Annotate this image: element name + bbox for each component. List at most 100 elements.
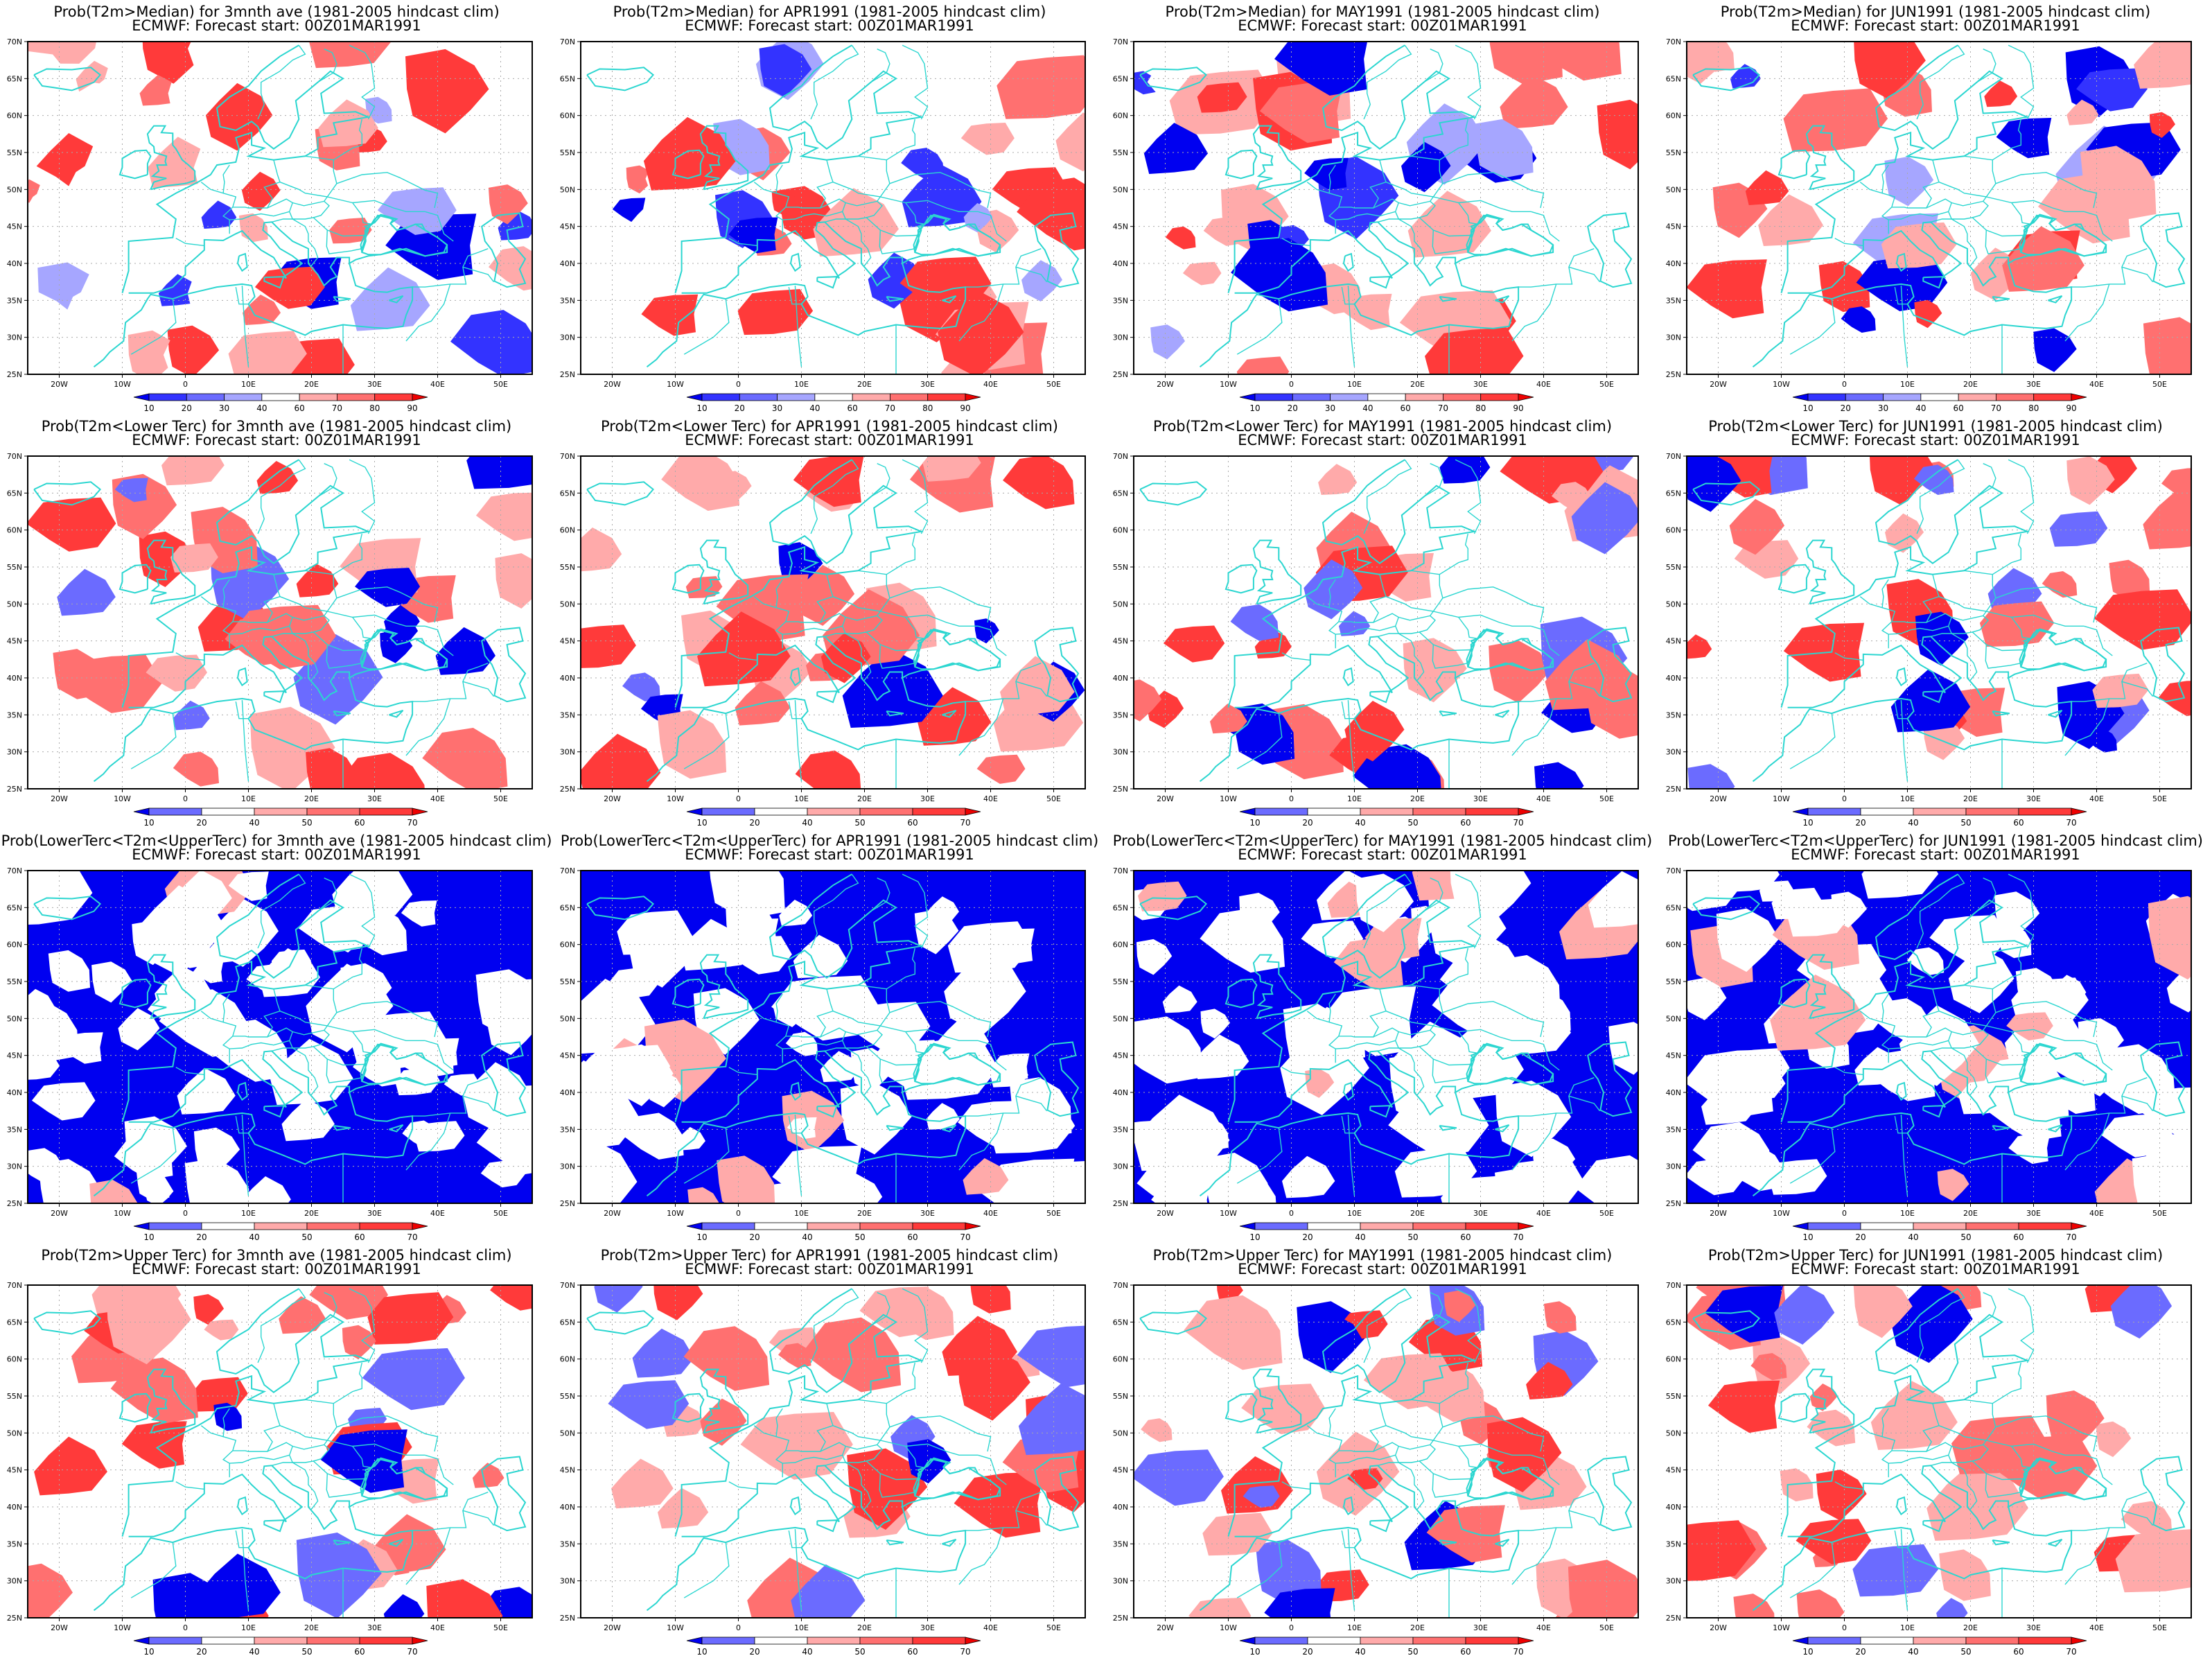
lat-tick-label: 70N [1666, 1282, 1681, 1290]
probability-area [139, 75, 172, 106]
probability-area [2066, 456, 2115, 505]
lat-tick-label: 40N [7, 1503, 22, 1512]
colorbar-swatch [1807, 1222, 1861, 1230]
colorbar-label: 70 [1513, 1232, 1523, 1242]
colorbar-swatch [1254, 393, 1293, 401]
probability-area [2143, 317, 2191, 374]
colorbar-label: 30 [219, 403, 229, 413]
probability-area [148, 137, 201, 189]
lat-tick-label: 25N [560, 1199, 575, 1208]
map-subtitle: ECMWF: Forecast start: 00Z01MAR1991 [132, 846, 421, 863]
probability-area [229, 604, 336, 670]
lat-tick-label: 65N [560, 489, 575, 498]
probability-area [198, 1553, 281, 1618]
lat-tick-label: 30N [7, 1162, 22, 1171]
lat-tick-label: 35N [560, 1125, 575, 1134]
lat-tick-label: 30N [1666, 748, 1681, 757]
probability-area [173, 700, 210, 731]
lon-tick-label: 10W [1773, 380, 1790, 389]
probability-area [661, 456, 740, 511]
lat-tick-label: 70N [1113, 1282, 1128, 1290]
probability-area [899, 256, 992, 312]
lon-tick-label: 10E [1347, 380, 1362, 389]
probability-area [626, 165, 649, 194]
probability-area [1687, 764, 1735, 789]
lon-tick-label: 20E [857, 794, 872, 803]
lat-tick-label: 45N [7, 637, 22, 646]
colorbar-swatch [1807, 1637, 1861, 1645]
colorbar-swatch [1860, 1222, 1914, 1230]
lat-tick-label: 45N [1113, 637, 1128, 646]
map-title: Prob(LowerTerc<T2m<UpperTerc) for 3mnth … [1, 832, 552, 849]
lat-tick-label: 55N [1113, 977, 1128, 986]
lat-tick-label: 45N [560, 1051, 575, 1061]
lat-tick-label: 65N [560, 903, 575, 912]
probability-map: 25N 30N 35N 40N 45N 50N 55N 60N 65N 70N 20W 10W 0 10E… [1113, 1282, 1639, 1632]
probability-area [2109, 559, 2150, 601]
lon-tick-label: 10W [667, 794, 684, 803]
colorbar-swatch [1367, 393, 1406, 401]
probability-area [2080, 146, 2157, 222]
lon-tick-label: 0 [736, 794, 741, 803]
colorbar-legend: 10 20 30 40 60 70 80 90 [133, 393, 428, 413]
probability-area [1987, 568, 2042, 611]
probability-area [1264, 1588, 1335, 1618]
colorbar-legend: 10 20 40 50 60 70 [1239, 1637, 1534, 1657]
probability-area [1936, 1598, 1968, 1618]
lat-tick-label: 60N [560, 1355, 575, 1364]
colorbar-label: 10 [143, 1232, 154, 1242]
probability-area [146, 654, 207, 692]
probability-area [901, 148, 945, 180]
colorbar-label: 60 [354, 818, 365, 828]
probability-area [1915, 611, 1969, 666]
lon-tick-label: 20E [1410, 1209, 1425, 1218]
probability-area [791, 1564, 866, 1618]
map-title: Prob(T2m>Upper Terc) for JUN1991 (1981-2… [1708, 1247, 2163, 1264]
lat-tick-label: 35N [7, 296, 22, 305]
probability-area [28, 497, 116, 552]
lon-tick-label: 10W [1220, 1623, 1237, 1632]
probability-area [426, 1579, 503, 1618]
probability-area [1450, 871, 1531, 927]
colorbar-swatch [1860, 808, 1914, 816]
lon-tick-label: 40E [983, 1209, 998, 1218]
colorbar-swatch [306, 808, 360, 816]
lon-tick-label: 30E [2026, 1623, 2041, 1632]
lon-tick-label: 20W [604, 1209, 621, 1218]
probability-area [2046, 1076, 2096, 1114]
lon-tick-label: 30E [1473, 380, 1488, 389]
probability-area [53, 649, 104, 699]
probability-area [450, 310, 532, 374]
probability-area [489, 246, 532, 291]
probability-area [1163, 625, 1225, 663]
probability-area [1724, 1146, 1784, 1192]
probability-area [1495, 1167, 1563, 1203]
probability-area [581, 1135, 638, 1203]
lon-tick-label: 10W [1220, 1209, 1237, 1218]
map-title: Prob(T2m>Upper Terc) for MAY1991 (1981-2… [1152, 1247, 1613, 1264]
map-frame [580, 1284, 1086, 1618]
colorbar-swatch [201, 808, 255, 816]
lon-tick-label: 0 [1289, 1623, 1294, 1632]
lat-tick-label: 50N [560, 1014, 575, 1023]
lat-tick-label: 25N [7, 785, 22, 794]
lat-tick-label: 55N [560, 148, 575, 157]
probability-area [740, 1412, 853, 1480]
lon-tick-label: 30E [367, 1623, 382, 1632]
lon-tick-label: 40E [2089, 1209, 2104, 1218]
colorbar-swatch [148, 808, 202, 816]
lat-tick-label: 30N [560, 1162, 575, 1171]
lat-tick-label: 60N [560, 112, 575, 121]
lon-tick-label: 40E [430, 1209, 445, 1218]
lon-tick-label: 20W [604, 380, 621, 389]
colorbar-label: 50 [301, 818, 312, 828]
colorbar-swatch [359, 808, 413, 816]
probability-area [31, 1082, 96, 1121]
probability-area [213, 1402, 243, 1431]
probability-area [2139, 1087, 2191, 1137]
probability-area [1182, 261, 1222, 286]
lat-tick-label: 30N [560, 748, 575, 757]
probability-area [1783, 88, 1888, 152]
probability-area [914, 909, 959, 954]
probability-area [1195, 1117, 1229, 1151]
